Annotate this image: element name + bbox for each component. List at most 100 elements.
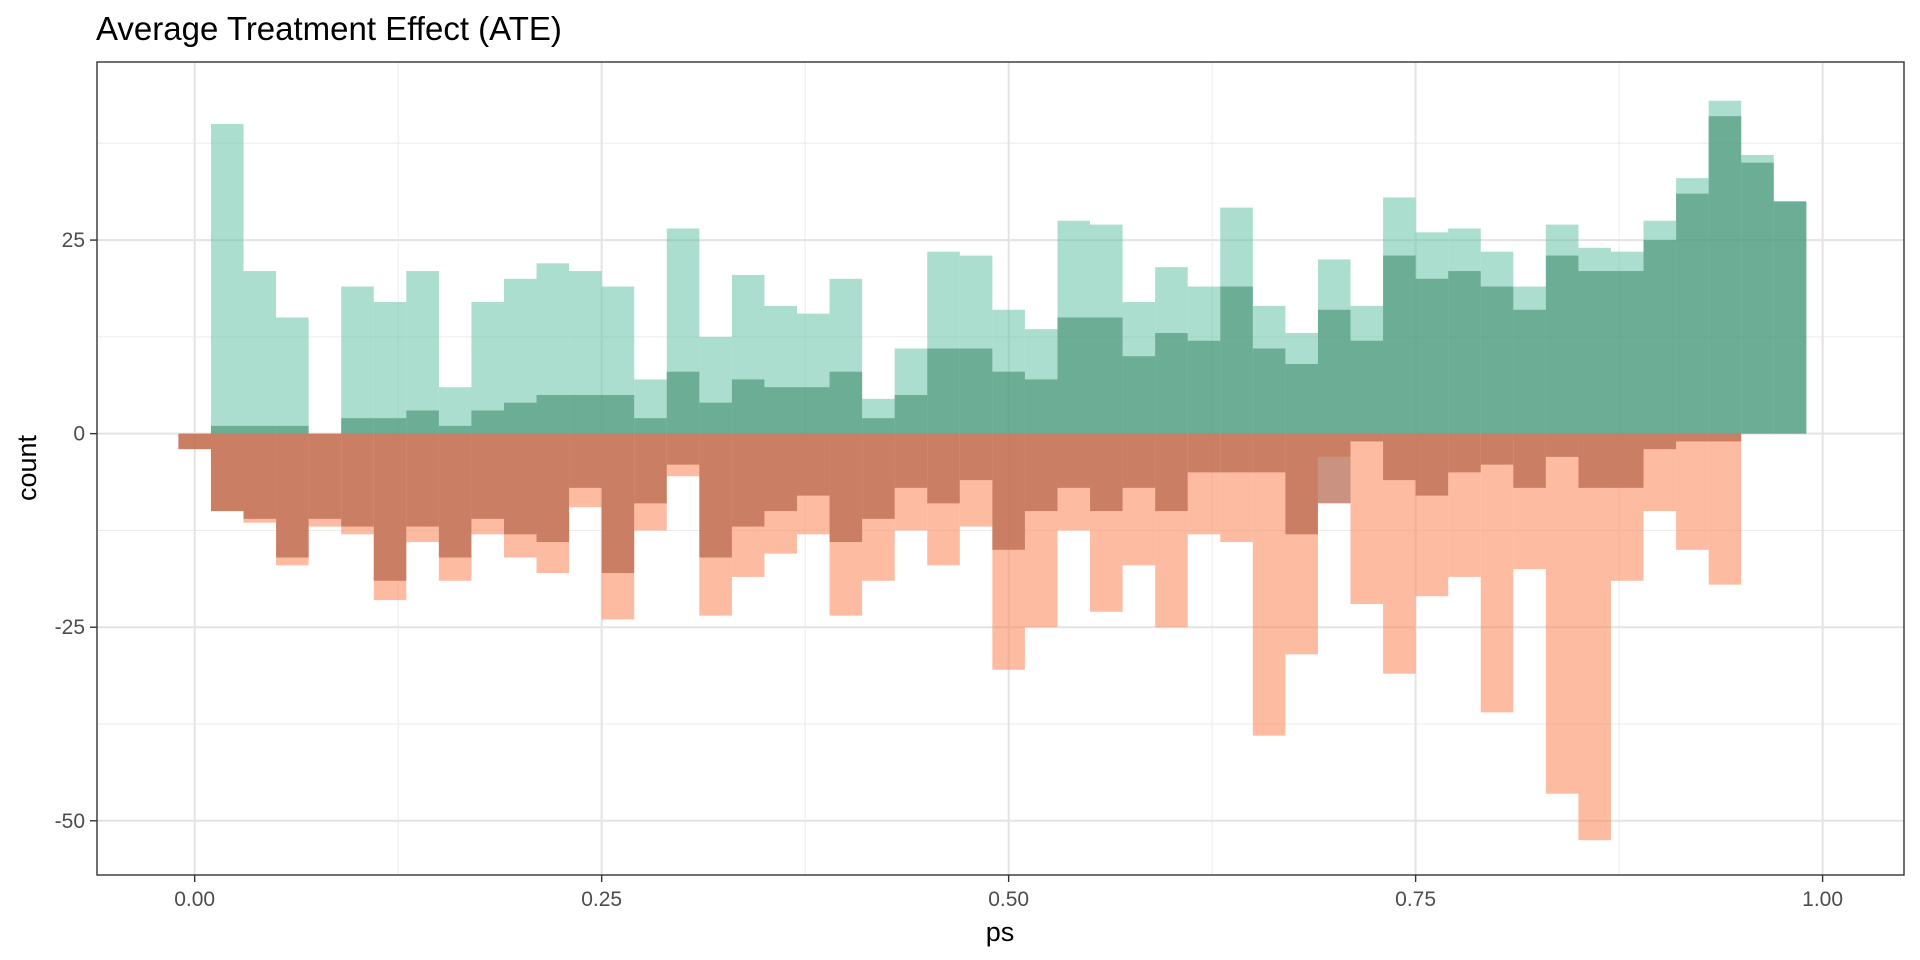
bar-treated-weighted bbox=[373, 302, 407, 434]
bar-control-unweighted bbox=[536, 433, 570, 543]
y-tick-label: 0 bbox=[73, 423, 85, 446]
bar-control-unweighted bbox=[569, 433, 602, 488]
bar-treated-unweighted bbox=[373, 418, 407, 434]
bar-control-unweighted bbox=[1513, 433, 1546, 488]
bar-treated-weighted bbox=[243, 271, 277, 434]
bar-treated-unweighted bbox=[1057, 317, 1091, 434]
bar-treated-unweighted bbox=[731, 379, 765, 434]
bar-control-weighted bbox=[1545, 433, 1579, 794]
x-tick-label: 0.50 bbox=[988, 888, 1029, 911]
bar-treated-unweighted bbox=[406, 410, 439, 434]
bar-control-unweighted bbox=[1545, 433, 1579, 457]
bar-control-weighted bbox=[1350, 433, 1384, 604]
bar-control-weighted bbox=[1676, 433, 1709, 550]
bar-treated-weighted bbox=[276, 317, 309, 434]
bar-treated-unweighted bbox=[1220, 286, 1253, 434]
bar-control-unweighted bbox=[1122, 433, 1156, 488]
bar-control-unweighted bbox=[927, 433, 960, 504]
bar-control-unweighted bbox=[731, 433, 765, 527]
bar-treated-unweighted bbox=[503, 402, 537, 434]
bar-treated-unweighted bbox=[1187, 340, 1221, 434]
bar-control-unweighted bbox=[1383, 433, 1416, 481]
bar-control-unweighted bbox=[1676, 433, 1709, 442]
bar-control-unweighted bbox=[666, 433, 700, 465]
bar-control-unweighted bbox=[1220, 433, 1253, 473]
bar-control-unweighted bbox=[862, 433, 895, 519]
bar-treated-unweighted bbox=[797, 387, 830, 434]
y-tick-label: 25 bbox=[62, 229, 85, 252]
bar-control-weighted bbox=[1578, 433, 1611, 841]
bar-treated-unweighted bbox=[959, 348, 993, 434]
bar-control-unweighted bbox=[373, 433, 407, 581]
bar-control-unweighted bbox=[1480, 433, 1514, 465]
bar-treated-unweighted bbox=[341, 418, 374, 434]
bar-control-unweighted bbox=[406, 433, 439, 527]
bar-control-unweighted bbox=[210, 433, 244, 512]
bar-treated-unweighted bbox=[1643, 240, 1677, 434]
bar-control-weighted bbox=[1480, 433, 1514, 713]
bar-treated-unweighted bbox=[894, 394, 928, 434]
bar-control-unweighted bbox=[438, 433, 472, 558]
x-axis: 0.00 0.25 0.50 0.75 1.00 bbox=[174, 875, 1843, 911]
bar-treated-unweighted bbox=[1610, 271, 1644, 434]
bar-control-unweighted bbox=[1643, 433, 1677, 450]
bar-control-unweighted bbox=[829, 433, 863, 543]
bar-control-unweighted bbox=[503, 433, 537, 535]
bar-treated-weighted bbox=[406, 271, 439, 434]
bar-control-unweighted bbox=[699, 433, 732, 558]
bar-control-weighted bbox=[1708, 433, 1742, 585]
x-tick-label: 1.00 bbox=[1802, 888, 1843, 911]
bar-control-unweighted bbox=[1448, 433, 1481, 473]
bar-treated-unweighted bbox=[927, 348, 960, 434]
bar-treated-unweighted bbox=[601, 394, 635, 434]
bar-treated-unweighted bbox=[471, 410, 504, 434]
bar-control-unweighted bbox=[1057, 433, 1091, 488]
bar-control-unweighted bbox=[601, 433, 635, 574]
histogram-bars bbox=[178, 100, 1807, 841]
bar-treated-unweighted bbox=[992, 371, 1025, 434]
bar-treated-unweighted bbox=[1383, 255, 1416, 434]
bar-control-unweighted bbox=[341, 433, 374, 527]
bar-treated-unweighted bbox=[829, 371, 863, 434]
bar-control-unweighted bbox=[1610, 433, 1644, 488]
bar-treated-unweighted bbox=[699, 402, 732, 434]
bar-control-unweighted bbox=[1350, 433, 1384, 442]
bar-treated-weighted bbox=[341, 286, 374, 434]
plot-panel-border bbox=[96, 61, 1905, 876]
bar-treated-unweighted bbox=[862, 418, 895, 434]
x-axis-title: ps bbox=[986, 917, 1015, 947]
bar-treated-unweighted bbox=[666, 371, 700, 434]
bar-control-unweighted bbox=[1252, 433, 1286, 473]
chart-title: Average Treatment Effect (ATE) bbox=[96, 10, 562, 47]
bar-control-unweighted bbox=[1708, 433, 1742, 442]
bar-treated-unweighted bbox=[569, 394, 602, 434]
bar-control-unweighted bbox=[178, 433, 211, 450]
bar-treated-unweighted bbox=[1285, 363, 1318, 434]
bar-treated-weighted bbox=[210, 123, 244, 434]
bar-treated-unweighted bbox=[438, 425, 472, 434]
bar-treated-unweighted bbox=[1676, 193, 1709, 434]
bar-treated-unweighted bbox=[1122, 356, 1156, 434]
bar-treated-unweighted bbox=[1090, 317, 1123, 434]
bar-control-unweighted bbox=[1187, 433, 1221, 473]
bar-control-unweighted bbox=[471, 433, 504, 519]
x-tick-label: 0.25 bbox=[581, 888, 622, 911]
bar-control-unweighted bbox=[243, 433, 277, 519]
bar-treated-unweighted bbox=[764, 387, 798, 434]
bar-treated-unweighted bbox=[243, 425, 277, 434]
bar-control-unweighted bbox=[894, 433, 928, 488]
bar-control-unweighted bbox=[1024, 433, 1058, 512]
bar-control-unweighted bbox=[1578, 433, 1611, 488]
bar-treated-unweighted bbox=[1708, 116, 1742, 434]
series-control-unweighted bbox=[178, 433, 1742, 581]
bar-control-weighted bbox=[1252, 433, 1286, 736]
bar-treated-unweighted bbox=[1545, 255, 1579, 434]
series-treated-unweighted bbox=[210, 116, 1807, 434]
y-axis-title: count bbox=[12, 434, 42, 501]
bar-control-unweighted bbox=[1090, 433, 1123, 512]
bar-treated-unweighted bbox=[1350, 340, 1384, 434]
bar-treated-unweighted bbox=[1317, 309, 1351, 434]
bar-control-unweighted bbox=[634, 433, 667, 504]
